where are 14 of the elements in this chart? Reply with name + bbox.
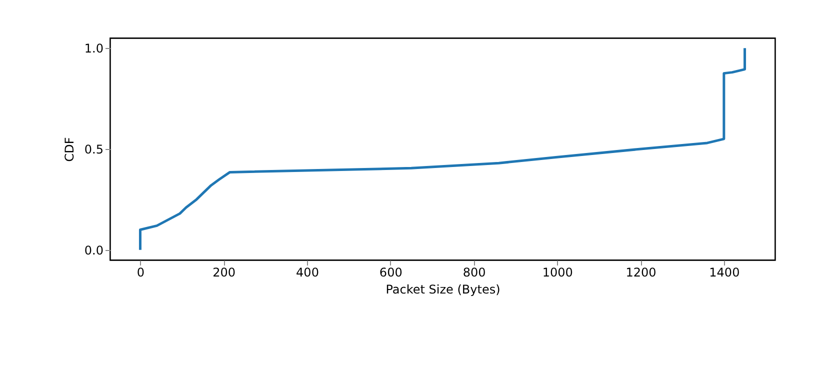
y-tick-label: 0.5 [84,142,104,156]
y-tick-label: 1.0 [84,42,104,56]
x-tick-label: 1000 [542,266,573,280]
y-tick-label: 0.0 [84,243,104,258]
x-tick-label: 0 [136,266,145,280]
x-tick-label: 600 [379,266,402,280]
x-tick-label: 200 [212,266,236,280]
y-axis-title: CDF [62,137,76,162]
x-tick-label: 800 [462,266,486,280]
x-tick-label: 1400 [709,266,740,280]
x-tick-label: 1200 [626,266,656,280]
x-axis-title: Packet Size (Bytes) [386,282,500,296]
line-series [138,46,746,252]
x-tick-label: 400 [296,266,319,280]
